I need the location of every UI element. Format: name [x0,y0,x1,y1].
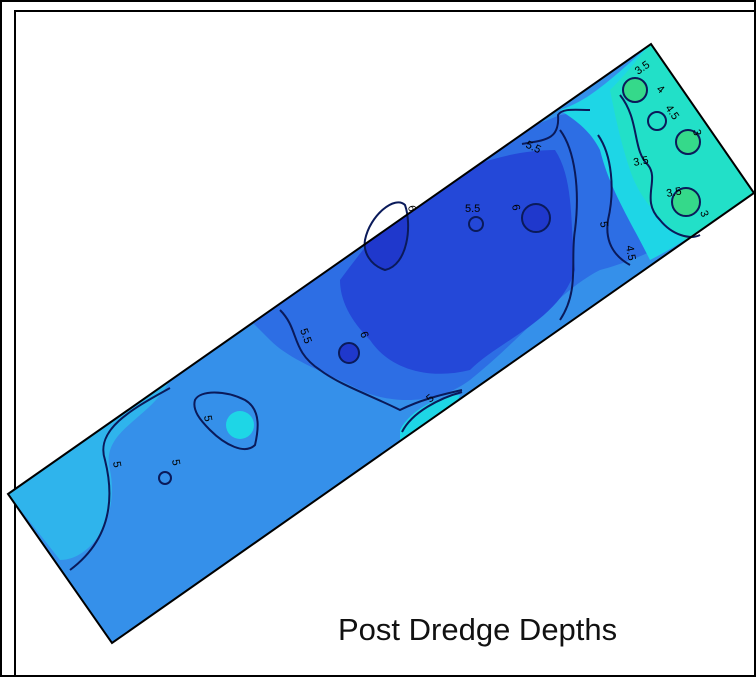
contour-label: 6 [357,330,370,340]
contour-5-5-small-ring [468,216,484,232]
contour-3-ring-bottom [671,187,701,217]
contour-label: 3.5 [665,185,682,199]
contour-label: 5.5 [465,203,480,215]
contour-4-small-ring [647,111,667,131]
contour-5-left [69,387,171,571]
contour-6-north [363,201,410,272]
contour-label: 5 [201,414,214,422]
depth-zone-4-5-lower-left [8,380,170,560]
contour-label-layer: 3.5 4 4.5 3 5.5 3.5 3.5 3 5.5 6 6 5 4.5 … [110,59,711,469]
depth-pocket-shallow-center [400,395,460,440]
contour-label: 5.5 [524,139,543,156]
contour-label: 6 [405,204,418,212]
contour-4-5-east [597,134,631,266]
contour-6-ring-east [521,203,551,233]
contour-3-ring-mid [675,129,701,155]
depth-pocket-3-top [623,78,647,102]
contour-label: 3.5 [632,154,649,168]
inner-border-left [14,10,16,677]
contour-label: 5.5 [297,327,314,345]
contour-label: 3 [697,209,710,219]
depth-pocket-3-bottom [672,188,700,216]
depth-pocket-deep-east [522,204,550,232]
depth-pocket-3-mid [676,130,700,154]
contour-label: 6 [509,203,522,211]
contour-3-5-east [619,94,701,238]
contour-5-5-north [521,108,591,145]
contour-5-pocket-left [193,391,259,450]
contour-3-ring-top [622,77,648,103]
contour-label: 4.5 [623,244,637,261]
contour-label: 5 [110,460,123,468]
contour-5-small-ring [158,471,172,485]
contour-label: 3 [690,128,703,136]
depth-fill-layer [8,44,754,643]
depth-pocket-deep-center [339,343,359,363]
depth-pocket-shallow-left [226,411,254,439]
contour-label: 5 [169,458,182,466]
map-title: Post Dredge Depths [338,612,618,647]
contour-lines [69,77,701,571]
contour-5-5 [279,309,463,412]
survey-area-outline [6,42,756,645]
contour-label: 5 [597,220,610,228]
inner-border-top [14,10,756,12]
contour-6-ring-center [338,342,360,364]
contour-5-east [559,129,578,321]
contour-5-pocket-center [401,391,463,433]
depth-zone-6 [340,150,575,374]
